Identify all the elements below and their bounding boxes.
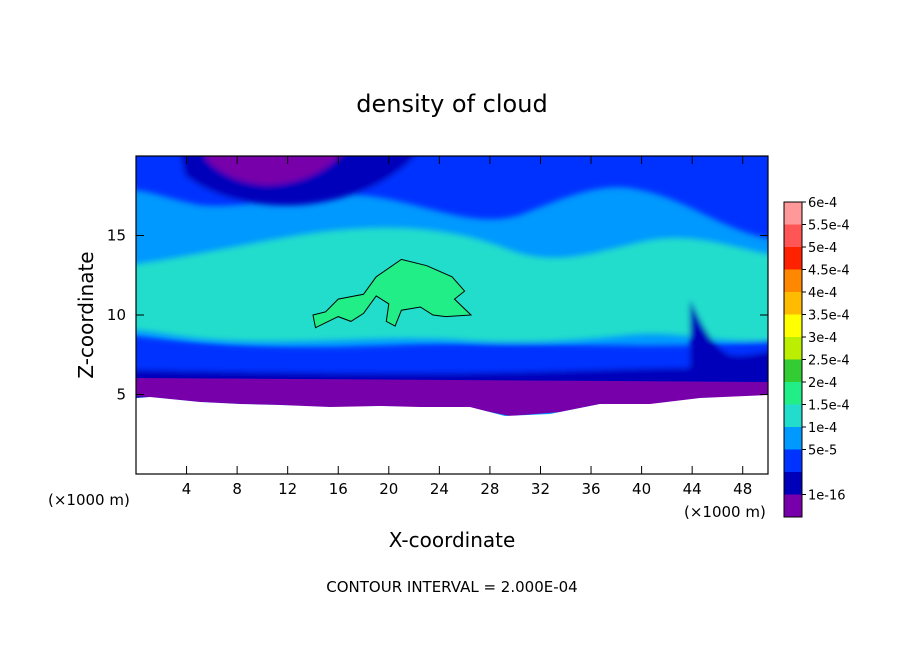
x-tick-label: 32: [531, 480, 550, 498]
contour-interval-note: CONTOUR INTERVAL = 2.000E-04: [326, 578, 577, 596]
field-surface-fringe: [136, 378, 768, 416]
x-tick-label: 48: [733, 480, 752, 498]
colorbar: 6e-4 5.5e-4 5e-4 4.5e-4 4e-4 3.5e-4 3e-4 2.5e-4…: [783, 196, 850, 518]
colorbar-label: 1e-16: [808, 489, 846, 504]
colorbar-swatch: [784, 427, 802, 450]
y-tick-label: 15: [107, 227, 126, 245]
colorbar-swatch: [784, 382, 802, 405]
colorbar-swatch: [784, 292, 802, 315]
colorbar-swatch: [784, 247, 802, 270]
colorbar-label: 4.5e-4: [808, 264, 850, 279]
colorbar-label: 4e-4: [808, 286, 837, 301]
colorbar-label: 1.5e-4: [808, 399, 850, 414]
colorbar-swatch: [784, 472, 802, 495]
field-right-plume: [690, 300, 768, 385]
colorbar-label: 3e-4: [808, 331, 837, 346]
x-tick-label: 24: [430, 480, 449, 498]
x-tick-label: 16: [329, 480, 348, 498]
colorbar-swatch: [784, 269, 802, 292]
colorbar-swatch: [784, 359, 802, 382]
colorbar-label: 5e-4: [808, 241, 837, 256]
x-unit-left: (×1000 m): [48, 491, 130, 509]
colorbar-swatch: [784, 314, 802, 337]
colorbar-swatch: [784, 494, 802, 517]
x-tick-label: 8: [232, 480, 242, 498]
y-tick-label: 5: [116, 386, 126, 404]
density-field: [136, 156, 768, 474]
colorbar-swatch: [784, 224, 802, 247]
colorbar-label: 1e-4: [808, 421, 837, 436]
y-tick-label: 10: [107, 306, 126, 324]
field-top-dry: [205, 156, 340, 185]
colorbar-label: 6e-4: [808, 196, 837, 211]
x-tick-label: 12: [278, 480, 297, 498]
x-unit-right: (×1000 m): [684, 503, 766, 521]
field-no-data: [136, 395, 768, 474]
colorbar-label: 2.5e-4: [808, 354, 850, 369]
x-tick-label: 4: [182, 480, 192, 498]
x-tick-label: 28: [480, 480, 499, 498]
colorbar-label: 2e-4: [808, 376, 837, 391]
y-axis-label: Z-coordinate: [74, 251, 98, 378]
x-tick-label: 36: [581, 480, 600, 498]
colorbar-swatch: [784, 337, 802, 360]
colorbar-label: 3.5e-4: [808, 309, 850, 324]
x-tick-label: 20: [379, 480, 398, 498]
colorbar-swatch: [784, 202, 802, 225]
x-tick-label: 44: [683, 480, 702, 498]
x-tick-label: 40: [632, 480, 651, 498]
colorbar-swatch: [784, 404, 802, 427]
colorbar-swatch: [784, 449, 802, 472]
chart-title: density of cloud: [356, 90, 547, 118]
colorbar-label: 5.5e-4: [808, 219, 850, 234]
contour-layer: [312, 258, 473, 329]
colorbar-label: 5e-5: [808, 444, 837, 459]
contour-2e-4: [312, 258, 473, 329]
x-axis-label: X-coordinate: [389, 528, 516, 552]
